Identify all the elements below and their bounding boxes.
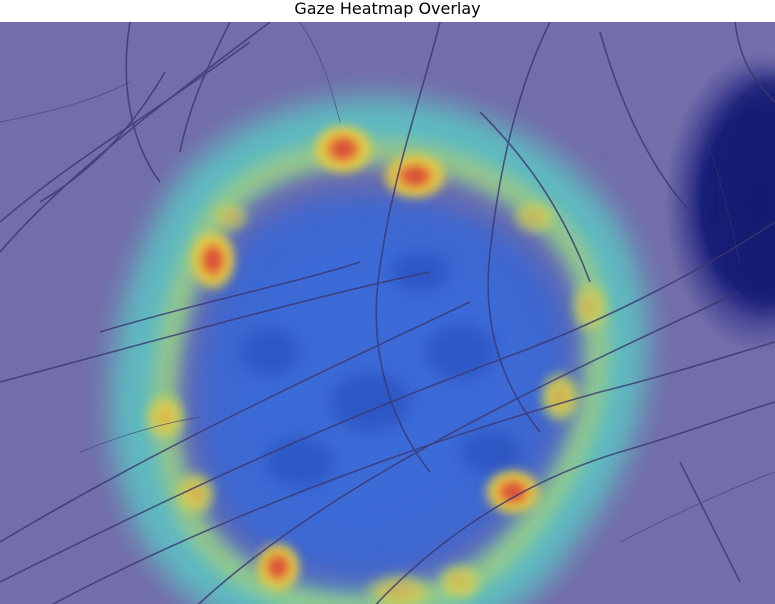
figure-title: Gaze Heatmap Overlay <box>0 0 775 22</box>
heatmap-svg <box>0 22 775 604</box>
hair-strands-thin <box>0 22 775 543</box>
heatmap-hot-spots <box>187 121 545 595</box>
lesion-texture <box>240 252 520 487</box>
hair-strands <box>0 22 775 604</box>
heatmap-image <box>0 22 775 604</box>
heatmap-warm-spots <box>141 197 612 604</box>
dark-lesion-core <box>710 77 775 307</box>
